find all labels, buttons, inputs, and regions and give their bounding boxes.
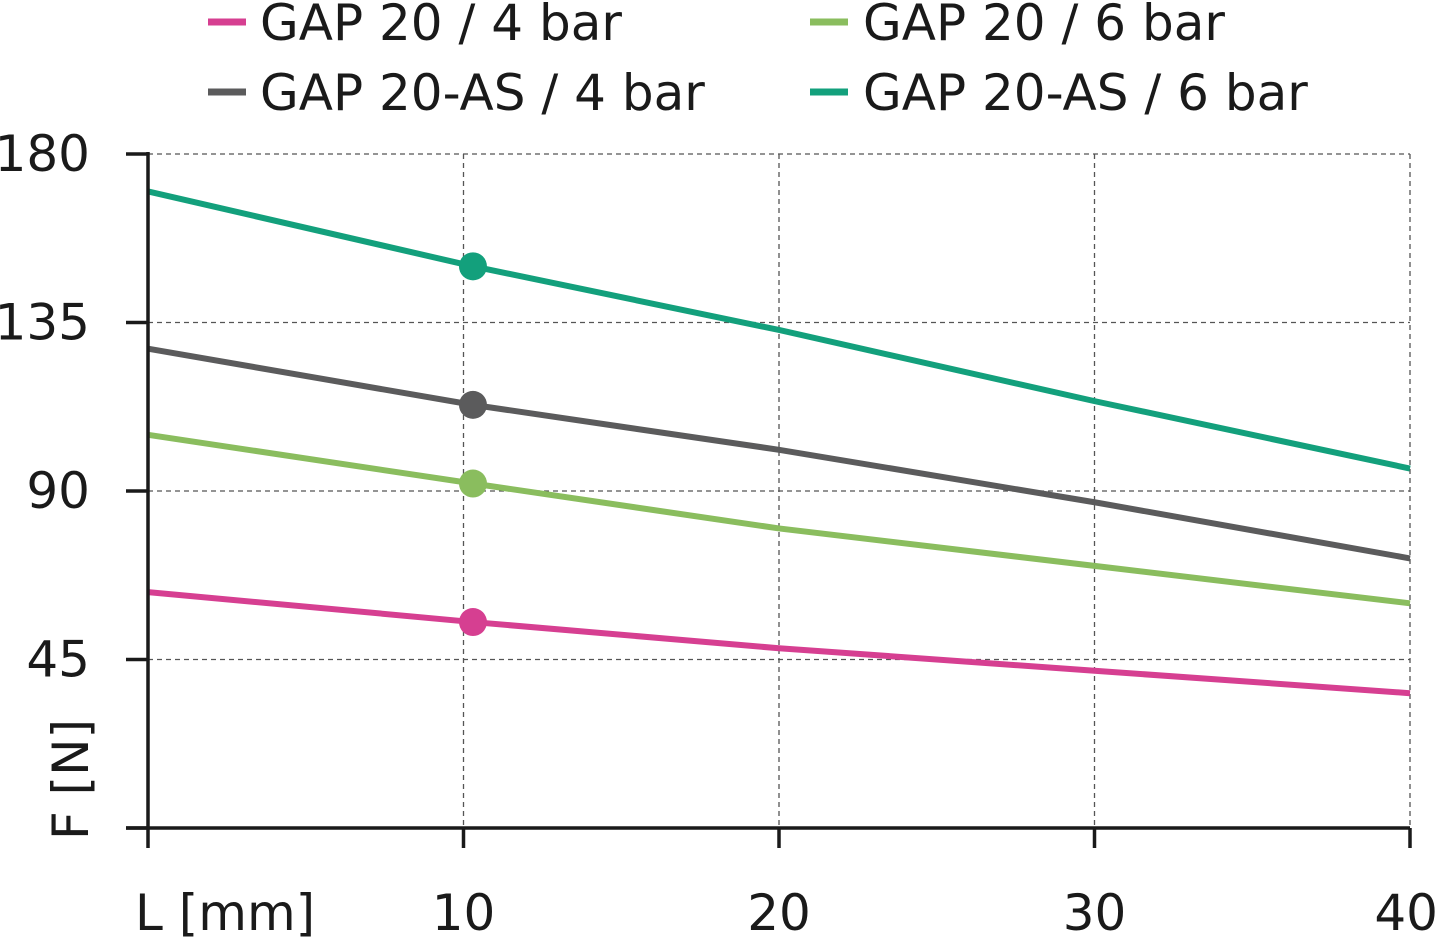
series-line	[147, 188, 1411, 472]
series-marker	[458, 252, 487, 281]
legend-label: GAP 20-AS / 6 bar	[863, 64, 1308, 122]
axes	[126, 152, 1412, 848]
legend-label: GAP 20-AS / 4 bar	[260, 64, 705, 122]
x-tick-label: 40	[1374, 884, 1438, 940]
series-marker	[458, 390, 487, 419]
legend: GAP 20 / 4 bar GAP 20 / 6 bar GAP 20-AS / …	[208, 0, 1308, 122]
y-tick-label: 135	[0, 294, 90, 352]
tick-labels: 45 90 135 180 10 20 30 40	[0, 125, 1438, 940]
series-marker	[458, 469, 487, 498]
series-line	[147, 431, 1411, 607]
series-marker	[458, 608, 487, 637]
x-axis-label: L [mm]	[135, 884, 315, 940]
series-markers	[458, 252, 487, 637]
series-line	[147, 589, 1411, 697]
legend-label: GAP 20 / 4 bar	[260, 0, 622, 52]
x-tick-label: 30	[1063, 884, 1127, 940]
x-tick-label: 10	[432, 884, 496, 940]
y-axis-label: F [N]	[42, 719, 100, 840]
grid	[148, 153, 1411, 828]
x-tick-label: 20	[747, 884, 811, 940]
y-tick-label: 45	[26, 631, 90, 689]
y-tick-label: 180	[0, 125, 90, 183]
legend-label: GAP 20 / 6 bar	[863, 0, 1225, 52]
series-lines	[147, 188, 1411, 697]
series-line	[147, 345, 1411, 562]
y-tick-label: 90	[26, 462, 90, 520]
